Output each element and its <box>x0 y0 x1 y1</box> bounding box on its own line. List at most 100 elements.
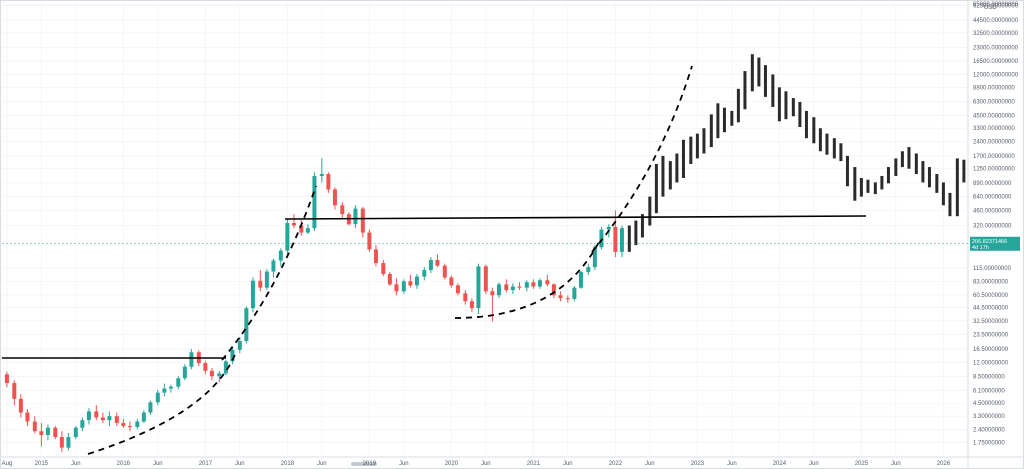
candle-body <box>100 417 105 421</box>
projection-bar <box>812 117 816 144</box>
x-tick-label: 2025 <box>855 461 869 467</box>
projection-bar <box>845 155 849 187</box>
y-tick-label: 16500.00000000 <box>973 59 1019 65</box>
candle-body <box>264 271 269 288</box>
y-tick-label: 44.50000000 <box>973 306 1009 312</box>
candle-body <box>223 361 228 374</box>
y-tick-label: 12.00000000 <box>973 360 1009 366</box>
projection-bar <box>709 114 713 148</box>
projection-bar <box>859 178 863 197</box>
parabolic-curve-2018 <box>221 185 317 361</box>
candle-body <box>565 298 570 300</box>
candle-body <box>545 280 550 285</box>
x-tick-label: Jun <box>399 461 409 467</box>
projection-bar <box>818 128 822 152</box>
x-tick-label: 2022 <box>609 461 623 467</box>
x-tick-label: Jun <box>235 461 245 467</box>
x-tick-label: 2017 <box>199 461 213 467</box>
projection-bar <box>716 103 720 139</box>
projection-bar <box>839 143 843 162</box>
candle-body <box>613 226 618 252</box>
candle-body <box>449 277 454 286</box>
projection-bar <box>825 133 829 155</box>
projection-bar <box>654 163 658 214</box>
candle-body <box>250 280 255 309</box>
projection-bar <box>675 153 679 183</box>
projection-bar <box>681 139 685 179</box>
y-tick-label: 460.00000000 <box>973 208 1012 214</box>
y-tick-label: 12000.00000000 <box>973 72 1019 78</box>
current-price-value: 206.82371466 <box>972 239 1007 245</box>
y-tick-label: 4.50000000 <box>973 401 1005 407</box>
candle-body <box>353 208 358 225</box>
candle-body <box>299 225 304 233</box>
x-tick-label: 2023 <box>691 461 705 467</box>
candle-body <box>32 421 37 432</box>
candle-body <box>80 420 85 428</box>
candle-body <box>312 175 317 229</box>
candle-body <box>203 363 208 371</box>
y-tick-label: 16.50000000 <box>973 347 1009 353</box>
y-tick-label: 1700.00000000 <box>973 154 1015 160</box>
candle-body <box>94 411 99 418</box>
parabolic-curve-2017 <box>87 351 237 455</box>
projection-bar <box>880 175 884 190</box>
projection-bar <box>853 167 857 201</box>
x-tick-label: Jun <box>71 461 81 467</box>
candle-body <box>25 412 30 422</box>
y-tick-label: 44500.00000000 <box>973 18 1019 24</box>
projection-bar <box>907 147 911 169</box>
projection-bar <box>791 98 795 117</box>
candle-body <box>176 378 181 387</box>
x-tick-label: 2016 <box>117 461 131 467</box>
candle-body <box>155 392 160 403</box>
candle-body <box>121 423 126 427</box>
x-tick-label: 2020 <box>445 461 459 467</box>
candle-body <box>496 284 501 296</box>
candle-body <box>66 437 71 448</box>
parabolic-curve-2021 <box>454 239 601 319</box>
projection-bar <box>873 182 877 195</box>
projection-bar <box>722 107 726 133</box>
projection-bar <box>736 88 740 123</box>
candle-body <box>189 352 194 367</box>
projection-bar <box>730 110 734 126</box>
y-tick-label: 320.00000000 <box>973 223 1012 229</box>
candle-body <box>455 285 460 294</box>
x-tick-label: 2026 <box>937 461 951 467</box>
projection-bar <box>866 179 870 193</box>
y-tick-label: 8.50000000 <box>973 375 1005 381</box>
candle-body <box>592 247 597 268</box>
y-tick-label: 8800.00000000 <box>973 85 1015 91</box>
candle-body <box>504 284 509 291</box>
x-tick-label: 2019 <box>363 461 377 467</box>
x-tick-label: 2024 <box>773 461 787 467</box>
projection-bar <box>668 161 672 190</box>
projection-bar <box>784 91 788 120</box>
x-tick-label: Jun <box>727 461 737 467</box>
candle-body <box>524 282 529 288</box>
candle-body <box>572 287 577 299</box>
candle-body <box>578 271 583 288</box>
candle-body <box>435 259 440 266</box>
x-tick-label: 2018 <box>281 461 295 467</box>
candle-body <box>39 431 44 436</box>
candle-body <box>517 286 522 288</box>
candle-body <box>340 205 345 215</box>
candle-body <box>476 266 481 309</box>
candle-body <box>168 386 173 389</box>
y-tick-label: 2400.00000000 <box>973 140 1015 146</box>
candle-body <box>442 265 447 278</box>
candle-body <box>45 427 50 436</box>
candle-body <box>182 366 187 379</box>
candle-body <box>360 208 365 233</box>
y-tick-label: 23.50000000 <box>973 332 1009 338</box>
candle-body <box>135 421 140 427</box>
projection-bar <box>921 161 925 183</box>
projection-bar <box>941 182 945 206</box>
y-tick-label: 115.00000000 <box>973 266 1012 272</box>
projection-bar <box>763 65 767 97</box>
y-tick-label: 62500.00000000 <box>973 4 1019 10</box>
candle-body <box>490 291 495 296</box>
